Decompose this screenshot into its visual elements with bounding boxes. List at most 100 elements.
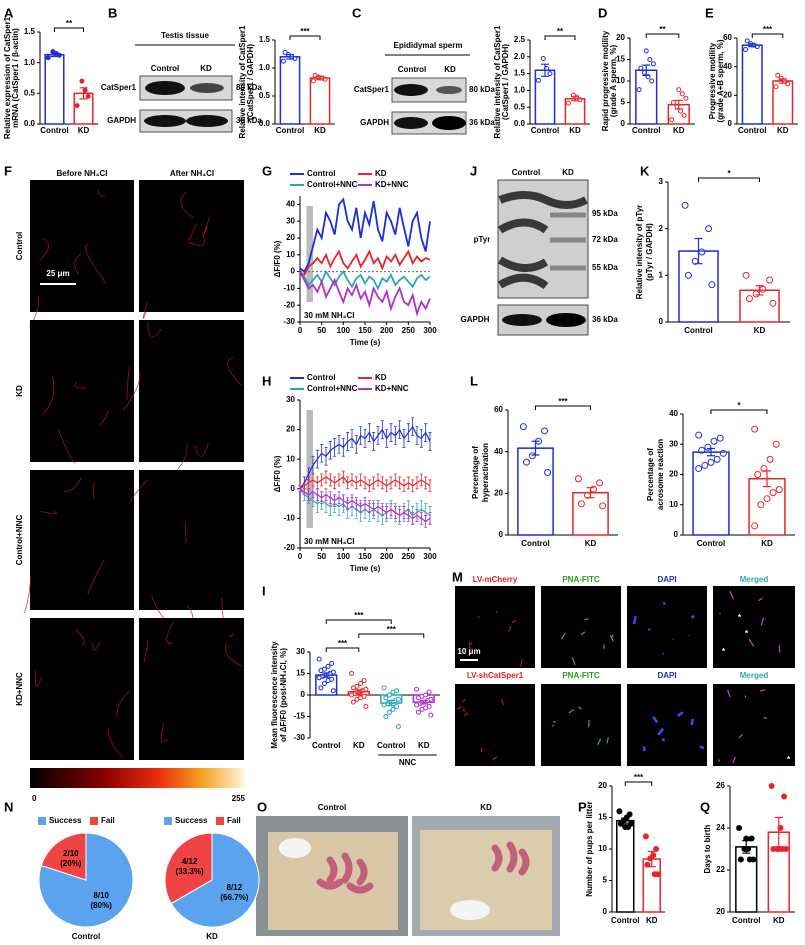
cell-signal bbox=[738, 733, 744, 739]
y-axis-title: Relative expression of CatSper1 bbox=[3, 16, 12, 139]
x-axis-title: Time (s) bbox=[350, 338, 381, 347]
data-point bbox=[746, 856, 753, 863]
cell-signal bbox=[568, 708, 575, 714]
y-tick-label: 0.5 bbox=[514, 102, 526, 111]
y-axis-title: Number of pups per litter bbox=[585, 801, 594, 897]
x-tick-label: KD bbox=[78, 126, 90, 135]
legend-label: KD bbox=[375, 169, 387, 178]
value-label: 8/12 (66.7%) bbox=[220, 883, 248, 902]
y-axis-title: Relative intensity of CatSper1 bbox=[493, 25, 502, 138]
lane-label: KD bbox=[200, 64, 212, 73]
data-point bbox=[325, 678, 331, 684]
data-point bbox=[363, 703, 369, 709]
cell-signal bbox=[690, 614, 695, 619]
cell-signal bbox=[461, 698, 467, 703]
micrograph bbox=[139, 180, 244, 312]
legend-label: Control+NNC bbox=[307, 384, 358, 393]
significance-bracket bbox=[325, 619, 392, 624]
panel-letter: F bbox=[4, 163, 12, 178]
error-bar bbox=[753, 470, 781, 488]
error-bar bbox=[567, 96, 583, 102]
y-tick-label: 24 bbox=[716, 823, 725, 832]
blot-band bbox=[432, 116, 466, 130]
significance-bracket bbox=[624, 781, 653, 786]
y-tick-label: 1.5 bbox=[24, 27, 36, 36]
sperm-trace bbox=[74, 253, 82, 275]
x-tick-label: Control bbox=[40, 126, 68, 135]
significance-bracket bbox=[645, 33, 680, 38]
legend-label: Success bbox=[49, 816, 82, 825]
x-tick-label: Control bbox=[732, 916, 760, 925]
data-point bbox=[647, 57, 653, 62]
data-point bbox=[742, 271, 750, 279]
micrograph bbox=[30, 320, 134, 462]
error-bar bbox=[312, 75, 328, 81]
x-tick-label: KD bbox=[761, 539, 773, 548]
significance-bracket bbox=[751, 33, 784, 38]
panel-letter: B bbox=[108, 5, 117, 20]
group-label: NNC bbox=[399, 758, 417, 767]
cell-signal bbox=[609, 635, 614, 642]
blot-size: 72 kDa bbox=[592, 235, 618, 244]
y-tick-label: 40 bbox=[286, 200, 295, 209]
data-point bbox=[599, 502, 607, 510]
cell-signal bbox=[492, 756, 498, 761]
data-point bbox=[636, 87, 642, 93]
data-point bbox=[590, 485, 598, 493]
data-point bbox=[710, 437, 718, 445]
y-tick-label: 10 bbox=[598, 844, 607, 853]
cell-signal bbox=[552, 724, 555, 727]
cell-signal bbox=[760, 617, 764, 626]
significance-label: *** bbox=[558, 397, 568, 406]
significance-label: ** bbox=[66, 19, 73, 28]
y-tick-label: 0 bbox=[728, 119, 733, 128]
data-point bbox=[763, 495, 771, 503]
cell-signal bbox=[677, 711, 684, 717]
cell-signal bbox=[748, 638, 755, 647]
cell-signal bbox=[661, 738, 665, 742]
row-label: Control bbox=[15, 232, 24, 260]
blot-size: 36 kDa bbox=[469, 118, 495, 127]
cell-signal bbox=[763, 716, 768, 719]
x-tick-label: 50 bbox=[317, 552, 326, 561]
data-point bbox=[394, 703, 400, 709]
blot-size: 55 kDa bbox=[592, 263, 618, 272]
data-point bbox=[74, 103, 80, 109]
series-line bbox=[299, 271, 431, 317]
sperm-trace bbox=[160, 722, 168, 743]
sperm-trace bbox=[184, 522, 187, 543]
cell-signal bbox=[561, 632, 566, 640]
cell-signal bbox=[597, 738, 602, 745]
panel-letter: H bbox=[262, 373, 271, 388]
y-tick-label: 30 bbox=[296, 647, 305, 656]
data-point bbox=[85, 93, 91, 99]
data-point bbox=[329, 660, 335, 666]
y-tick-label: 15 bbox=[598, 813, 607, 822]
blot-band bbox=[502, 314, 542, 326]
sperm-trace bbox=[92, 641, 101, 651]
y-axis-title: Percentage of bbox=[646, 448, 655, 501]
panel-letter: E bbox=[705, 5, 714, 20]
y-axis-title: (grade A+B sperm, %) bbox=[716, 39, 725, 122]
sperm-trace bbox=[75, 628, 86, 645]
data-point bbox=[775, 486, 783, 494]
data-point bbox=[698, 248, 706, 256]
blot-title: Testis tissue bbox=[161, 31, 209, 40]
legend-label: KD bbox=[375, 373, 387, 382]
x-tick-label: KD bbox=[673, 126, 685, 135]
cell-signal bbox=[727, 689, 731, 698]
significance-label: *** bbox=[387, 625, 397, 634]
y-tick-label: 0 bbox=[621, 119, 626, 128]
x-tick-label: KD bbox=[569, 126, 581, 135]
legend-label: Control bbox=[307, 169, 335, 178]
blot-band bbox=[144, 115, 186, 127]
panel-letter: M bbox=[452, 569, 463, 584]
y-tick-label: 40 bbox=[494, 447, 503, 456]
data-point bbox=[330, 688, 336, 694]
y-tick-label: 10 bbox=[669, 500, 678, 509]
y-axis-title: acrosome reaction bbox=[656, 439, 665, 510]
x-tick-label: 50 bbox=[317, 326, 326, 335]
cell-signal bbox=[495, 610, 499, 614]
bar bbox=[616, 819, 635, 913]
cell-signal bbox=[760, 688, 766, 692]
